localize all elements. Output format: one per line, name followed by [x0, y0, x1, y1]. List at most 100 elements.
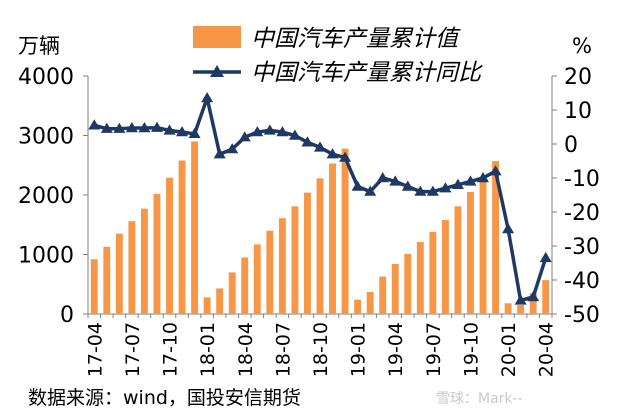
line-point — [376, 172, 389, 183]
x-tick-label: 20-04 — [536, 322, 558, 377]
line-point — [514, 294, 527, 305]
line-point — [188, 127, 201, 138]
right-tick-label: 10 — [564, 99, 592, 124]
legend-bar-label: 中国汽车产量累计值 — [251, 26, 461, 52]
bar — [479, 177, 487, 314]
x-tick-label: 18-01 — [197, 322, 219, 377]
line-point — [213, 148, 226, 159]
line-point — [489, 165, 502, 176]
bar — [391, 264, 399, 314]
line-point — [314, 141, 326, 152]
right-tick-label: -20 — [564, 201, 600, 226]
x-tick-label: 20-01 — [498, 322, 520, 377]
bar — [416, 242, 424, 314]
x-tick-label: 19-01 — [348, 322, 370, 377]
bar — [278, 218, 286, 314]
line-point — [364, 185, 377, 196]
right-tick-label: -30 — [564, 235, 600, 260]
line-point — [150, 121, 163, 132]
bar — [454, 206, 462, 314]
line-point — [138, 122, 151, 133]
line-point — [527, 291, 540, 302]
line-point — [226, 143, 239, 154]
bar — [341, 148, 349, 314]
bar — [241, 257, 249, 314]
x-tick-label: 19-10 — [460, 322, 482, 377]
bar — [404, 253, 412, 314]
x-tick-label: 19-04 — [385, 322, 407, 377]
right-tick-label: 20 — [564, 65, 592, 90]
bar — [90, 259, 98, 314]
bar — [216, 288, 224, 314]
line-point — [539, 251, 552, 263]
line-point — [464, 175, 477, 186]
bar — [441, 219, 449, 314]
line-point — [251, 126, 264, 137]
source-note: 数据来源：wind，国投安信期货 — [28, 387, 301, 409]
line-point — [426, 185, 439, 196]
line-point — [301, 136, 314, 147]
line-point — [439, 182, 452, 193]
bar — [266, 230, 274, 314]
bar — [128, 221, 136, 314]
bar — [517, 305, 525, 314]
watermark: 雪球：Mark-- — [436, 391, 523, 407]
x-tick-label: 17-04 — [84, 322, 106, 377]
line-point — [238, 131, 251, 142]
right-axis-unit: % — [572, 34, 592, 58]
legend-bar-swatch — [193, 26, 241, 48]
legend-line-label: 中国汽车产量累计同比 — [251, 60, 483, 86]
bar — [354, 299, 362, 314]
right-tick-label: -40 — [564, 269, 600, 294]
bar — [492, 161, 500, 314]
x-tick-label: 18-10 — [310, 322, 332, 377]
line-point — [100, 122, 113, 133]
left-tick-label: 2000 — [18, 184, 74, 209]
line-point — [263, 124, 276, 135]
line-point — [401, 180, 414, 191]
x-tick-label: 17-10 — [160, 322, 182, 377]
bar — [253, 244, 261, 314]
line-point — [88, 119, 101, 130]
left-tick-label: 0 — [60, 303, 74, 328]
line-point — [201, 92, 214, 103]
left-tick-label: 4000 — [18, 65, 74, 90]
bar — [166, 177, 173, 314]
line-point — [451, 178, 464, 189]
bar — [529, 293, 537, 314]
line-point — [326, 148, 339, 159]
x-tick-label: 17-07 — [122, 322, 144, 377]
axis-labels: 0 1000 2000 3000 4000 -50 -40 -30 -20 -10 0 10 20 万辆%… — [18, 34, 600, 377]
right-tick-label: 0 — [564, 133, 578, 158]
x-tick-label: 19-07 — [423, 322, 445, 377]
line-point — [502, 223, 515, 234]
bar — [542, 280, 550, 314]
left-tick-label: 3000 — [18, 125, 74, 150]
line-point — [414, 185, 427, 196]
line-point — [288, 129, 301, 140]
bar — [379, 276, 387, 314]
left-axis-unit: 万辆 — [18, 34, 60, 58]
bar — [153, 193, 161, 314]
x-tick-label: 18-04 — [235, 322, 257, 377]
bar — [429, 231, 437, 314]
bar — [115, 233, 123, 314]
line-point — [477, 172, 490, 183]
line-point — [351, 180, 364, 191]
bar — [203, 297, 211, 314]
bar — [504, 303, 512, 314]
bar — [191, 141, 199, 314]
bar — [103, 246, 111, 314]
bar — [140, 208, 148, 314]
bar — [329, 163, 336, 314]
bar-series — [90, 141, 550, 314]
bar — [304, 192, 311, 314]
bar — [316, 178, 324, 314]
line-point — [113, 122, 126, 133]
bar — [291, 206, 299, 314]
left-tick-label: 1000 — [18, 244, 74, 269]
line-point — [339, 151, 352, 162]
legend-line-marker — [210, 65, 224, 77]
